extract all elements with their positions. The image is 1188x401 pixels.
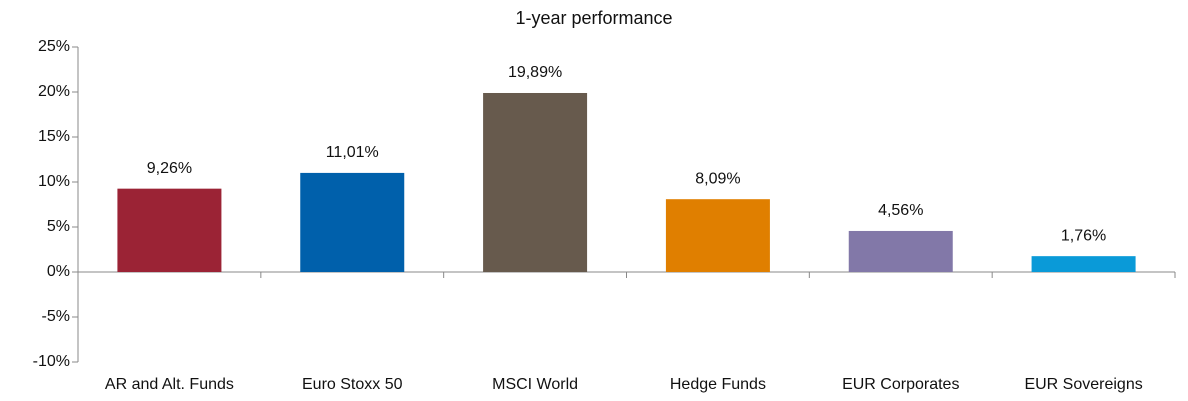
value-label: 1,76% [1061, 227, 1106, 244]
y-tick-label: 25% [38, 38, 70, 55]
bar [483, 92, 588, 273]
y-tick-label: 20% [38, 83, 70, 100]
y-tick-label: -10% [33, 353, 70, 370]
x-tick-label: Hedge Funds [670, 376, 766, 393]
y-tick-label: -5% [42, 308, 70, 325]
bar [848, 230, 953, 272]
x-tick-label: MSCI World [492, 376, 578, 393]
value-label: 9,26% [147, 160, 192, 177]
y-tick-label: 15% [38, 128, 70, 145]
x-tick-label: Euro Stoxx 50 [302, 376, 403, 393]
bar [665, 199, 770, 272]
bar [300, 172, 405, 272]
y-tick-label: 10% [38, 173, 70, 190]
value-label: 4,56% [878, 202, 923, 219]
value-label: 19,89% [508, 64, 562, 81]
y-tick-label: 0% [47, 263, 70, 280]
x-tick-label: EUR Corporates [842, 376, 959, 393]
bar [117, 188, 222, 272]
y-tick-label: 5% [47, 218, 70, 235]
x-tick-label: AR and Alt. Funds [105, 376, 234, 393]
bar [1031, 256, 1136, 272]
chart-title: 1-year performance [515, 8, 672, 28]
value-label: 8,09% [695, 170, 740, 187]
value-label: 11,01% [326, 144, 379, 161]
x-tick-label: EUR Sovereigns [1024, 376, 1142, 393]
